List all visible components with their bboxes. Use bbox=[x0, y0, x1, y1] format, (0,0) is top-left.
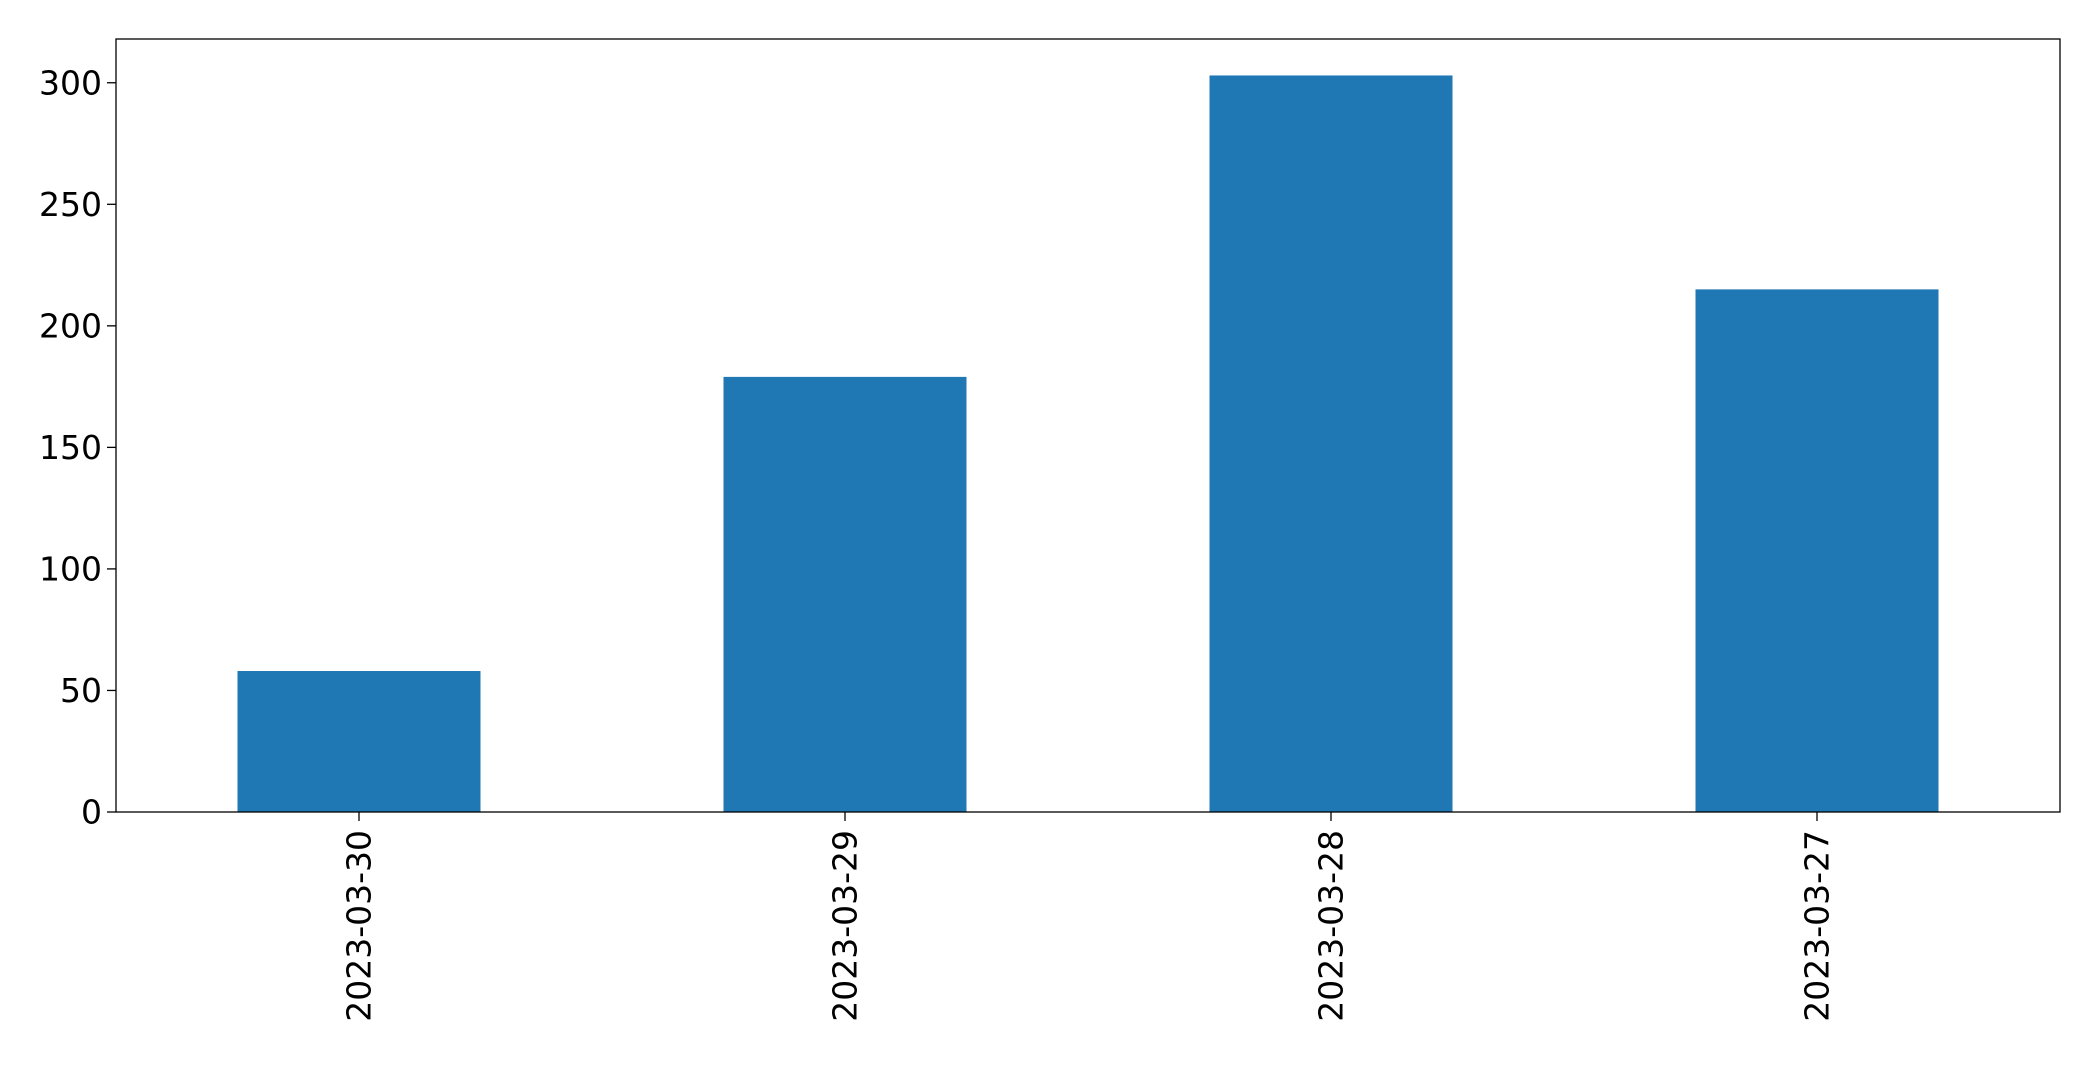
plot-frame bbox=[115, 38, 2061, 813]
y-axis: 0 50 100 150 200 250 300 bbox=[39, 63, 116, 832]
bar-2023-03-28 bbox=[1209, 75, 1453, 812]
x-tick-label: 2023-03-28 bbox=[1312, 830, 1351, 1022]
x-tick-label: 2023-03-29 bbox=[826, 830, 865, 1022]
y-tick-label: 150 bbox=[39, 428, 102, 467]
bar-2023-03-29 bbox=[723, 376, 967, 812]
bar-2023-03-27 bbox=[1695, 289, 1939, 812]
y-tick-label: 250 bbox=[39, 185, 102, 224]
x-tick-label: 2023-03-27 bbox=[1798, 830, 1837, 1022]
y-tick-label: 300 bbox=[39, 63, 102, 102]
y-tick-label: 200 bbox=[39, 306, 102, 345]
bar-2023-03-30 bbox=[237, 671, 481, 812]
y-tick-label: 100 bbox=[39, 549, 102, 588]
x-tick-label: 2023-03-30 bbox=[340, 830, 379, 1022]
y-tick-label: 50 bbox=[60, 671, 102, 710]
x-axis: 2023-03-30 2023-03-29 2023-03-28 2023-03-27 bbox=[340, 812, 1837, 1022]
bars-layer bbox=[237, 75, 1939, 812]
y-tick-label: 0 bbox=[81, 793, 102, 832]
